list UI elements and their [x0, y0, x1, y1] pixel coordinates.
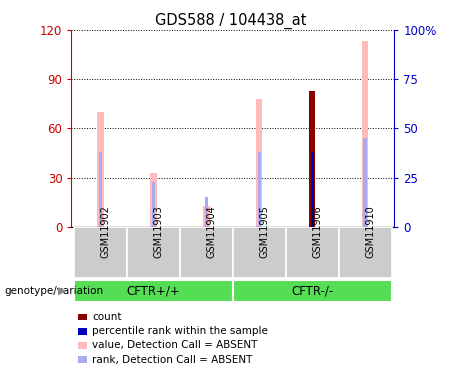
Text: rank, Detection Call = ABSENT: rank, Detection Call = ABSENT	[92, 355, 253, 364]
Text: CFTR-/-: CFTR-/-	[291, 285, 333, 297]
FancyBboxPatch shape	[74, 227, 127, 278]
Text: value, Detection Call = ABSENT: value, Detection Call = ABSENT	[92, 340, 258, 350]
Bar	[97, 112, 104, 227]
FancyBboxPatch shape	[286, 227, 339, 278]
Bar	[99, 152, 102, 227]
Bar	[362, 42, 368, 227]
Text: genotype/variation: genotype/variation	[5, 286, 104, 296]
FancyBboxPatch shape	[233, 279, 391, 303]
FancyBboxPatch shape	[339, 227, 391, 278]
FancyBboxPatch shape	[180, 227, 233, 278]
Bar	[150, 173, 157, 227]
Text: CFTR+/+: CFTR+/+	[127, 285, 180, 297]
Bar	[309, 91, 315, 227]
Text: GSM11904: GSM11904	[207, 206, 216, 258]
Text: percentile rank within the sample: percentile rank within the sample	[92, 326, 268, 336]
FancyBboxPatch shape	[233, 227, 286, 278]
Text: GSM11906: GSM11906	[312, 206, 322, 258]
Bar	[152, 182, 155, 227]
Text: GSM11903: GSM11903	[154, 206, 164, 258]
Bar	[203, 206, 210, 227]
Text: GSM11910: GSM11910	[365, 206, 375, 258]
Text: GDS588 / 104438_at: GDS588 / 104438_at	[155, 13, 306, 29]
Text: GSM11902: GSM11902	[100, 206, 111, 258]
Bar	[205, 197, 208, 227]
FancyBboxPatch shape	[74, 279, 233, 303]
Bar	[311, 152, 314, 227]
Text: count: count	[92, 312, 122, 322]
Bar	[256, 99, 262, 227]
Bar	[309, 92, 315, 227]
Bar	[258, 152, 261, 227]
Text: GSM11905: GSM11905	[259, 206, 269, 258]
Bar	[363, 138, 366, 227]
FancyBboxPatch shape	[127, 227, 180, 278]
Bar	[311, 152, 314, 227]
Text: ▶: ▶	[59, 286, 67, 296]
